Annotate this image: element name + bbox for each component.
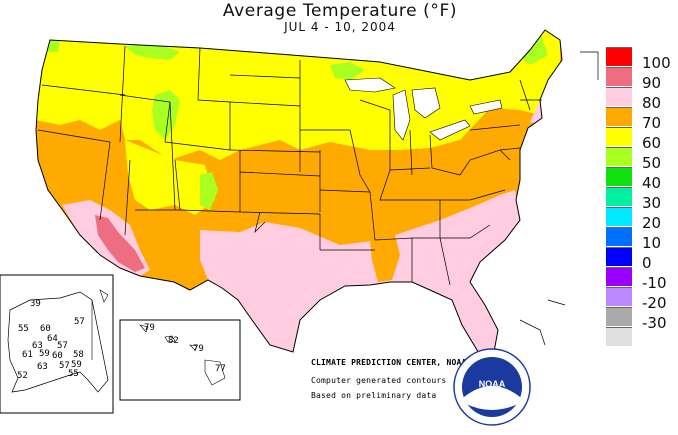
- legend-swatch: [606, 87, 632, 106]
- hi-value: 79: [193, 344, 204, 354]
- ak-value: 59: [71, 360, 82, 370]
- map-title: Average Temperature (°F): [222, 1, 458, 21]
- ak-value: 63: [32, 341, 43, 351]
- ak-value: 59: [39, 349, 50, 359]
- legend-entry: 50: [606, 147, 676, 171]
- noaa-logo-text: NOAA: [479, 379, 506, 389]
- legend-swatch: [606, 47, 632, 66]
- legend-entry: 100: [606, 47, 676, 71]
- legend-label: 50: [642, 154, 662, 172]
- legend-swatch: [606, 327, 632, 346]
- legend-entry: 90: [606, 67, 676, 91]
- legend-swatch: [606, 67, 632, 86]
- ak-value: 39: [30, 299, 41, 309]
- ak-value: 64: [47, 334, 58, 344]
- ak-value: 60: [40, 324, 51, 334]
- ak-value: 61: [22, 350, 33, 360]
- ak-value: 60: [52, 351, 63, 361]
- legend-label: -20: [642, 294, 667, 312]
- color-legend: 100 90 80 70 60 50 40 30 20 10 0 -10 -20 -30: [606, 47, 676, 347]
- legend-label: 100: [642, 54, 671, 72]
- ak-value: 57: [57, 341, 68, 351]
- legend-swatch: [606, 267, 632, 286]
- ak-value: 58: [73, 350, 84, 360]
- legend-entry: 10: [606, 227, 676, 251]
- legend-swatch: [606, 187, 632, 206]
- alaska-inset: [0, 274, 114, 414]
- legend-entry: 80: [606, 87, 676, 111]
- legend-entry: [606, 327, 676, 347]
- credit-line2: Computer generated contours: [311, 376, 447, 385]
- legend-label: 40: [642, 174, 662, 192]
- legend-swatch: [606, 127, 632, 146]
- state-boundaries: [35, 29, 563, 356]
- legend-entry: -10: [606, 267, 676, 291]
- ak-value: 57: [74, 317, 85, 327]
- legend-entry: 0: [606, 247, 676, 271]
- legend-label: 60: [642, 134, 662, 152]
- legend-label: 70: [642, 114, 662, 132]
- legend-entry: 60: [606, 127, 676, 151]
- legend-label: 20: [642, 214, 662, 232]
- credit-line3: Based on preliminary data: [311, 391, 437, 400]
- legend-swatch: [606, 107, 632, 126]
- legend-label: 0: [642, 254, 652, 272]
- legend-label: 30: [642, 194, 662, 212]
- legend-entry: -30: [606, 307, 676, 331]
- legend-swatch: [606, 207, 632, 226]
- legend-entry: 30: [606, 187, 676, 211]
- map-subtitle: JUL 4 - 10, 2004: [284, 20, 396, 34]
- legend-label: -10: [642, 274, 667, 292]
- ak-value: 63: [37, 362, 48, 372]
- legend-entry: 20: [606, 207, 676, 231]
- legend-entry: 40: [606, 167, 676, 191]
- hi-value: 82: [168, 336, 179, 346]
- legend-swatch: [606, 307, 632, 326]
- legend-label: -30: [642, 314, 667, 332]
- neighbor-outlines: [519, 51, 599, 346]
- legend-swatch: [606, 147, 632, 166]
- hi-value: 79: [144, 323, 155, 333]
- legend-entry: -20: [606, 287, 676, 311]
- legend-label: 90: [642, 74, 662, 92]
- ak-value: 55: [18, 324, 29, 334]
- noaa-logo: NOAA: [453, 348, 531, 426]
- legend-swatch: [606, 247, 632, 266]
- legend-entry: 70: [606, 107, 676, 131]
- legend-label: 10: [642, 234, 662, 252]
- legend-swatch: [606, 167, 632, 186]
- ak-value: 57: [59, 361, 70, 371]
- legend-swatch: [606, 227, 632, 246]
- hi-value: 77: [215, 364, 226, 374]
- hawaii-inset: [119, 319, 241, 401]
- legend-swatch: [606, 287, 632, 306]
- legend-label: 80: [642, 94, 662, 112]
- ak-value: 55: [68, 369, 79, 379]
- credit-center: CLIMATE PREDICTION CENTER, NOAA: [311, 358, 467, 367]
- ak-value: 52: [17, 371, 28, 381]
